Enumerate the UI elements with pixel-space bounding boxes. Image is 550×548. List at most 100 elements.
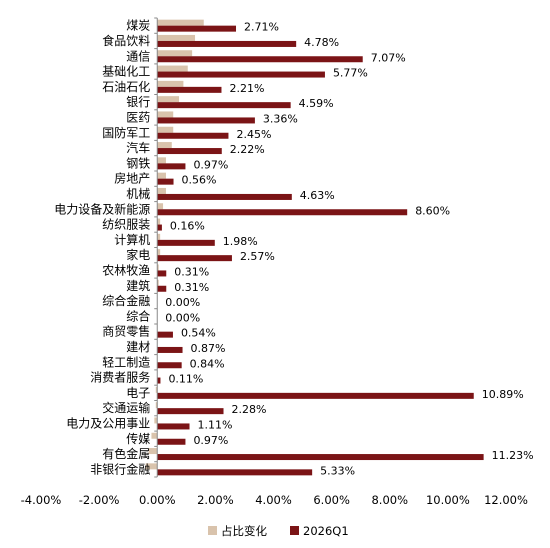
bar-q1-12 <box>157 209 408 216</box>
data-label-25: 2.28% <box>232 403 267 416</box>
bar-q1-14 <box>157 239 215 246</box>
category-label-25: 交通运输 <box>102 400 150 415</box>
bar-q1-7 <box>157 132 229 139</box>
category-label-6: 医药 <box>126 110 150 124</box>
bar-q1-22 <box>157 362 182 369</box>
bar-q1-2 <box>157 56 363 63</box>
category-label-2: 通信 <box>126 49 150 63</box>
data-label-27: 0.97% <box>193 434 228 447</box>
category-label-9: 钢铁 <box>126 156 150 170</box>
category-label-28: 有色金属 <box>102 446 150 461</box>
data-label-26: 1.11% <box>198 418 233 431</box>
data-label-16: 0.31% <box>174 265 209 278</box>
bar-q1-13 <box>157 224 162 231</box>
category-label-10: 房地产 <box>114 171 150 186</box>
bar-change-9 <box>157 157 166 164</box>
bar-q1-3 <box>157 71 325 78</box>
bar-change-15 <box>157 249 161 256</box>
category-label-3: 基础化工 <box>102 65 150 79</box>
bar-q1-5 <box>157 102 291 109</box>
category-label-22: 轻工制造 <box>102 355 150 369</box>
x-tick-label-2: 0.00% <box>139 493 176 507</box>
category-label-23: 消费者服务 <box>90 370 150 385</box>
data-label-2: 7.07% <box>371 51 406 64</box>
bar-change-25 <box>155 402 158 409</box>
bar-change-24 <box>155 386 158 393</box>
bar-q1-4 <box>157 86 222 93</box>
bar-change-29 <box>145 463 158 470</box>
legend-label-q1: 2026Q1 <box>303 524 349 538</box>
category-label-20: 商贸零售 <box>102 324 150 339</box>
data-label-10: 0.56% <box>182 174 217 187</box>
category-label-21: 建材 <box>126 340 150 354</box>
bar-q1-21 <box>157 346 183 353</box>
category-label-19: 综合 <box>126 308 150 323</box>
x-tick-label-8: 12.00% <box>484 493 528 507</box>
category-label-5: 银行 <box>126 95 150 109</box>
data-label-6: 3.36% <box>263 112 298 125</box>
category-label-16: 农林牧渔 <box>102 263 150 277</box>
bar-q1-25 <box>157 408 224 415</box>
data-label-28: 11.23% <box>492 449 534 462</box>
data-label-19: 0.00% <box>165 311 200 324</box>
bar-q1-8 <box>157 148 222 155</box>
category-label-27: 传媒 <box>126 431 150 446</box>
bar-q1-27 <box>157 438 186 445</box>
data-label-20: 0.54% <box>181 327 216 340</box>
x-tick-label-1: -2.00% <box>79 493 120 507</box>
category-label-17: 建筑 <box>126 278 150 293</box>
x-tick-label-7: 10.00% <box>426 493 470 507</box>
x-tick-label-4: 4.00% <box>255 493 292 507</box>
bar-change-1 <box>157 34 196 41</box>
bar-change-16 <box>157 264 159 271</box>
bar-q1-16 <box>157 270 167 277</box>
x-tick-label-5: 6.00% <box>313 493 350 507</box>
data-label-17: 0.31% <box>174 281 209 294</box>
bar-change-2 <box>157 50 193 57</box>
bar-change-11 <box>157 187 166 194</box>
legend-swatch-change <box>208 526 217 535</box>
data-label-13: 0.16% <box>170 220 205 233</box>
category-label-1: 食品饮料 <box>102 33 150 48</box>
x-tick-label-0: -4.00% <box>21 493 62 507</box>
bar-change-17 <box>157 279 159 286</box>
bar-q1-9 <box>157 163 186 170</box>
bar-q1-26 <box>157 423 190 430</box>
legend-swatch-q1 <box>290 526 299 535</box>
bar-change-12 <box>157 203 164 210</box>
data-label-3: 5.77% <box>333 67 368 80</box>
bar-change-13 <box>157 218 161 225</box>
bar-q1-6 <box>157 117 255 124</box>
category-label-11: 机械 <box>126 186 150 201</box>
bar-change-0 <box>157 19 204 26</box>
data-label-9: 0.97% <box>193 158 228 171</box>
bar-q1-23 <box>157 377 161 384</box>
bar-q1-29 <box>157 469 313 476</box>
bar-q1-0 <box>157 25 237 32</box>
data-label-11: 4.63% <box>300 189 335 202</box>
bar-change-4 <box>157 80 184 87</box>
bar-change-14 <box>157 233 161 240</box>
bar-change-3 <box>157 65 188 72</box>
data-label-4: 2.21% <box>229 82 264 95</box>
bar-q1-17 <box>157 285 167 292</box>
legend-label-change: 占比变化 <box>221 524 267 538</box>
category-label-15: 家电 <box>126 247 150 262</box>
data-label-24: 10.89% <box>482 388 524 401</box>
category-label-7: 国防军工 <box>102 125 150 140</box>
data-label-8: 2.22% <box>230 143 265 156</box>
data-label-21: 0.87% <box>191 342 226 355</box>
x-tick-label-3: 2.00% <box>197 493 234 507</box>
bar-q1-10 <box>157 178 174 185</box>
bar-change-10 <box>157 172 166 179</box>
data-label-23: 0.11% <box>168 373 203 386</box>
category-label-14: 计算机 <box>114 232 150 247</box>
data-label-14: 1.98% <box>223 235 258 248</box>
data-label-7: 2.45% <box>236 128 271 141</box>
data-label-5: 4.59% <box>299 97 334 110</box>
bar-change-7 <box>157 126 174 133</box>
bar-change-28 <box>148 448 158 455</box>
bar-q1-1 <box>157 40 297 47</box>
bar-q1-20 <box>157 331 173 338</box>
